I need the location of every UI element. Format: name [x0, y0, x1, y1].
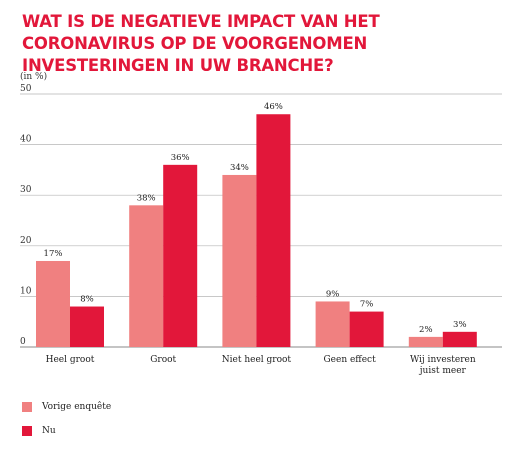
x-tick-label: Wij investeren	[410, 355, 476, 365]
bar	[129, 205, 164, 347]
chart-title: WAT IS DE NEGATIEVE IMPACT VAN HET CORON…	[22, 12, 380, 75]
data-label: 3%	[453, 320, 467, 330]
data-label: 2%	[419, 325, 433, 335]
data-label: 34%	[230, 163, 249, 173]
x-tick-label: Niet heel groot	[222, 355, 292, 365]
bar	[349, 311, 384, 347]
legend-label-vorige: Vorige enquête	[42, 402, 112, 412]
data-label: 46%	[264, 102, 283, 112]
y-tick-label: 40	[20, 135, 32, 145]
x-tick-label: Heel groot	[46, 355, 95, 365]
bar	[256, 114, 291, 348]
x-tick-label: Geen effect	[323, 355, 376, 365]
data-label: 7%	[360, 300, 374, 310]
data-label: 8%	[80, 295, 94, 305]
bar	[442, 331, 477, 347]
x-tick-label: Groot	[150, 355, 176, 365]
x-tick-label: juist meer	[419, 366, 467, 376]
y-unit-label: (in %)	[20, 71, 47, 82]
y-tick-label: 10	[20, 286, 32, 296]
y-tick-label: 50	[20, 84, 32, 94]
data-label: 17%	[44, 249, 63, 259]
y-tick-label: 0	[20, 337, 26, 347]
data-label: 9%	[326, 289, 340, 299]
bar	[70, 306, 104, 347]
legend-swatch-vorige	[22, 402, 32, 412]
legend: Vorige enquête Nu	[22, 400, 111, 448]
legend-label-nu: Nu	[42, 426, 56, 436]
bar	[36, 260, 70, 347]
y-tick-label: 30	[20, 185, 32, 195]
bar	[222, 174, 257, 347]
legend-item-vorige: Vorige enquête	[22, 400, 111, 414]
bar	[408, 336, 443, 347]
legend-swatch-nu	[22, 426, 32, 436]
bar-chart: (in %) 0 10 20 30 40 50 17% 8% Heel groot 38% 36% Gr…	[20, 71, 502, 376]
legend-item-nu: Nu	[22, 424, 111, 438]
y-tick-label: 20	[20, 236, 32, 246]
data-label: 38%	[137, 193, 156, 203]
bar	[315, 301, 350, 347]
bar	[163, 164, 198, 347]
data-label: 36%	[171, 153, 190, 163]
